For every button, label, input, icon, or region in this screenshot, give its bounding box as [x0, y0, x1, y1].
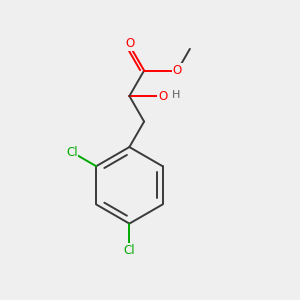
Text: Cl: Cl [66, 146, 78, 159]
Text: O: O [125, 38, 134, 50]
Text: O: O [158, 90, 167, 103]
Text: Cl: Cl [124, 244, 135, 257]
Text: O: O [173, 64, 182, 77]
Text: H: H [171, 91, 180, 100]
